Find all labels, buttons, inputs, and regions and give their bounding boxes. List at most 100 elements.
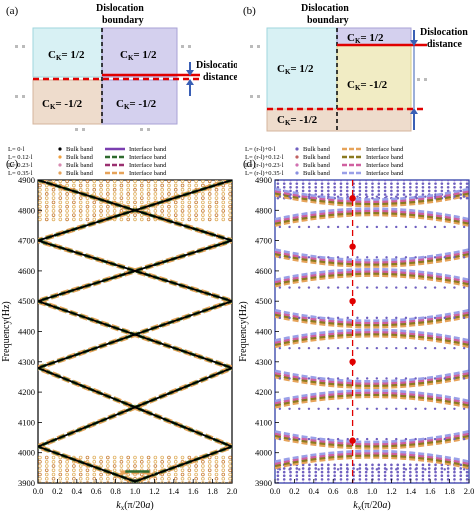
bulk-marker xyxy=(427,189,431,193)
bulk-marker xyxy=(112,468,117,473)
bulk-marker xyxy=(78,183,83,188)
bulk-marker xyxy=(78,464,83,468)
bulk-marker xyxy=(194,464,198,468)
bulk-marker xyxy=(106,464,110,468)
bulk-marker xyxy=(453,256,456,259)
bulk-marker xyxy=(327,407,330,410)
bulk-marker xyxy=(443,316,446,320)
bulk-marker xyxy=(352,467,355,470)
bulk-marker xyxy=(459,481,463,483)
bulk-marker xyxy=(201,472,205,477)
x-tick-label: 1.2 xyxy=(149,486,160,496)
legend-interface-label: Interface band xyxy=(129,162,167,169)
bulk-marker xyxy=(459,474,463,478)
bulk-marker xyxy=(106,459,110,464)
bulk-marker xyxy=(153,196,158,200)
bulk-marker xyxy=(395,256,398,259)
bulk-marker xyxy=(99,455,103,460)
bulk-marker xyxy=(358,463,362,467)
bulk-marker xyxy=(377,474,381,478)
chart-c: (c) L= 0·l Bulk band Interface band L= 0.12·… xyxy=(1,146,237,512)
bulk-marker xyxy=(214,217,219,222)
bulk-marker xyxy=(301,467,305,470)
bulk-marker xyxy=(443,225,446,229)
bulk-marker xyxy=(465,470,469,474)
bulk-marker xyxy=(221,468,226,473)
bulk-marker xyxy=(336,377,340,380)
bulk-marker xyxy=(44,187,49,192)
bulk-marker xyxy=(214,455,219,460)
bulk-marker xyxy=(385,437,388,441)
bulk-marker xyxy=(298,437,301,441)
k-marker-point xyxy=(349,437,356,444)
bulk-marker xyxy=(72,213,76,217)
legend-bulk-label: Bulk band xyxy=(303,170,331,177)
bulk-marker xyxy=(339,180,343,182)
bulk-marker xyxy=(339,474,343,478)
bulk-marker xyxy=(65,209,69,213)
legend-bulk-marker xyxy=(295,163,299,167)
bulk-marker xyxy=(289,182,292,185)
bulk-marker xyxy=(288,316,291,320)
bulk-marker xyxy=(414,377,417,380)
bulk-marker xyxy=(214,476,219,481)
bulk-marker xyxy=(404,346,408,350)
bulk-marker xyxy=(289,189,292,193)
bulk-marker xyxy=(396,470,400,474)
bulk-marker xyxy=(38,472,42,477)
bulk-marker xyxy=(214,464,219,468)
bulk-marker xyxy=(421,467,425,470)
bulk-marker xyxy=(333,467,336,470)
bulk-marker xyxy=(434,189,437,193)
bulk-marker xyxy=(228,196,232,200)
panel-b-yellow-region xyxy=(336,44,412,110)
bulk-marker xyxy=(72,217,76,222)
bulk-marker xyxy=(78,472,83,477)
y-axis-label: Frequency(Hz) xyxy=(238,301,249,362)
bulk-marker xyxy=(421,478,425,481)
bulk-marker xyxy=(214,209,219,213)
bulk-marker xyxy=(180,213,185,217)
bulk-marker xyxy=(112,196,117,200)
x-tick-label: 0.8 xyxy=(110,486,121,496)
bulk-marker xyxy=(278,468,282,471)
bulk-marker xyxy=(333,478,336,481)
x-tick-label: 1.2 xyxy=(386,486,397,496)
x-axis-label: kx(π/20a) xyxy=(116,500,153,512)
bulk-marker xyxy=(317,437,320,441)
bulk-marker xyxy=(112,192,117,196)
bulk-marker xyxy=(167,472,171,477)
interface-band-line xyxy=(275,187,469,201)
bulk-marker xyxy=(371,196,374,200)
bulk-marker xyxy=(421,189,425,193)
bulk-marker xyxy=(298,377,301,380)
bulk-marker xyxy=(336,286,340,289)
legend-l-value: L= (r-l)+0.12·l xyxy=(245,154,284,161)
bulk-marker xyxy=(358,193,362,196)
bulk-marker xyxy=(187,217,192,222)
bulk-marker xyxy=(446,467,450,470)
legend-l-value: L= 0.35·l xyxy=(8,170,33,177)
bulk-marker xyxy=(327,470,330,474)
bulk-marker xyxy=(194,476,198,481)
bulk-marker xyxy=(276,185,280,189)
bulk-marker xyxy=(453,225,456,229)
bulk-marker xyxy=(402,182,406,185)
bulk-marker xyxy=(320,481,324,483)
bulk-marker xyxy=(187,183,192,188)
bulk-marker xyxy=(346,468,349,471)
bulk-marker xyxy=(201,180,205,184)
y-tick-label: 4600 xyxy=(18,266,35,276)
bulk-marker xyxy=(345,182,349,185)
bulk-marker xyxy=(72,200,76,205)
bulk-marker xyxy=(327,468,330,471)
bulk-marker xyxy=(180,217,185,222)
bulk-marker xyxy=(276,474,280,478)
bulk-marker xyxy=(356,225,359,229)
bulk-marker xyxy=(333,463,336,467)
bulk-marker xyxy=(443,468,446,471)
panel-a-ghost-dots xyxy=(15,45,191,131)
bulk-marker xyxy=(146,196,151,200)
bulk-marker xyxy=(301,185,305,189)
bulk-marker xyxy=(404,316,408,320)
